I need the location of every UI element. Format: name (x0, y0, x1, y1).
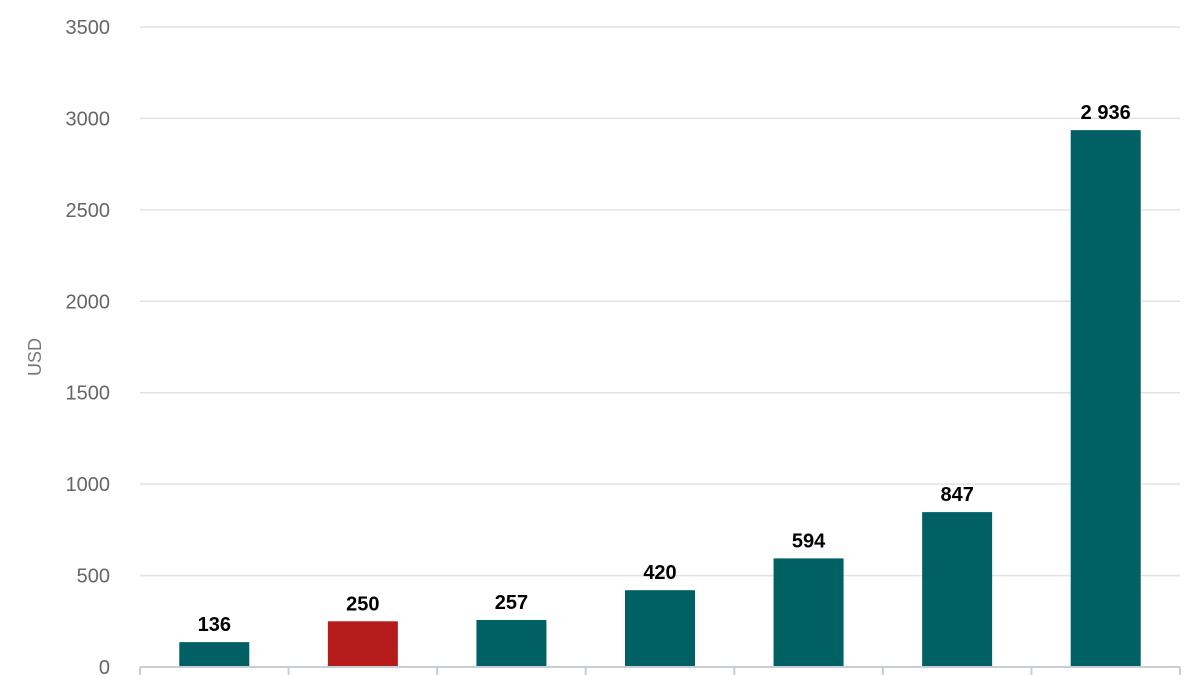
bar (625, 590, 695, 667)
y-tick-label: 500 (77, 566, 110, 588)
y-axis-ticks: 0 500 1000 1500 2000 2500 3000 3500 (66, 17, 111, 675)
x-axis (139, 666, 1181, 675)
gridlines (140, 26, 1180, 577)
bar (1070, 130, 1141, 668)
bar (179, 642, 250, 667)
data-labels: 136 250 257 420 594 847 2 936 (198, 102, 1131, 636)
bar (476, 620, 547, 667)
bar (327, 621, 398, 667)
y-tick-label: 2500 (66, 200, 111, 222)
bar-value-label: 847 (940, 484, 973, 506)
y-tick-label: 1500 (66, 383, 111, 405)
bar-value-label: 594 (792, 530, 826, 552)
y-tick-label: 1000 (66, 474, 111, 496)
bar-value-label: 136 (198, 614, 231, 636)
bar (922, 512, 993, 667)
y-tick-label: 0 (99, 657, 110, 675)
bar-value-label: 257 (495, 592, 528, 614)
bars (179, 130, 1141, 668)
y-tick-label: 3000 (66, 108, 111, 130)
y-axis-title: USD (25, 338, 45, 376)
bar-value-label: 250 (346, 593, 379, 615)
bar-value-label: 2 936 (1081, 102, 1131, 124)
bar-value-label: 420 (643, 562, 676, 584)
y-tick-label: 2000 (66, 291, 111, 313)
bar (773, 558, 844, 667)
y-tick-label: 3500 (66, 17, 111, 39)
